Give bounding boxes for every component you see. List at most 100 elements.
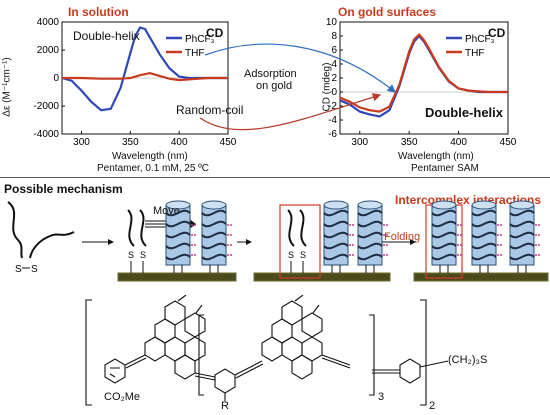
helix-coil	[471, 253, 497, 261]
helix-coil	[471, 220, 497, 228]
left-caption: Pentamer, 0.1 mM, 25 ºC	[97, 163, 210, 174]
helix-coil	[165, 242, 191, 250]
helix-coil	[165, 253, 191, 261]
right-ytick-label: -2	[328, 101, 337, 112]
helix-coil	[201, 209, 227, 217]
helix-coil	[431, 220, 457, 228]
cylinder-top	[471, 200, 497, 210]
cylinder-top	[357, 200, 383, 210]
cylinder-top	[431, 200, 457, 210]
right-xlabel: Wavelength (nm)	[398, 151, 474, 162]
left-legend-label: THF	[185, 48, 204, 59]
right-ytick-label: 8	[331, 31, 337, 42]
svg-text:S: S	[31, 264, 38, 275]
left-xtick-label: 350	[122, 137, 139, 148]
right-ytick-label: -4	[328, 115, 337, 126]
helix-coil	[509, 231, 535, 239]
left-annot-bottom: Random-coil	[176, 103, 244, 117]
right-ytick-label: 2	[331, 73, 337, 84]
helix-coil	[509, 253, 535, 261]
helix-coil	[431, 242, 457, 250]
helix-coil	[431, 253, 457, 261]
right-xtick-label: 300	[351, 137, 368, 148]
helix-coil	[201, 231, 227, 239]
r-label: R	[221, 400, 229, 412]
left-ytick-label: -4000	[33, 129, 59, 140]
helix-coil	[509, 220, 535, 228]
left-ytick-label: -2000	[33, 101, 59, 112]
right-chart: 300 350 400 450 -6 -4 -2 0 2 4 6 8 10 PhCF₃ THF	[326, 17, 517, 148]
helix-cylinder	[509, 200, 540, 273]
svg-text:S: S	[288, 250, 294, 260]
svg-text:S: S	[300, 250, 306, 260]
helix-coil	[323, 231, 349, 239]
helix-coil	[201, 220, 227, 228]
left-chart-title: In solution	[68, 5, 129, 19]
free-disulfide	[7, 201, 75, 259]
svg-text:S: S	[140, 250, 146, 260]
adsorption-label-2: on gold	[256, 80, 293, 92]
pentamer-structure	[85, 295, 449, 406]
helix-coil	[509, 242, 535, 250]
helix-coil	[323, 220, 349, 228]
helix-coil	[471, 209, 497, 217]
helix-coil	[471, 231, 497, 239]
repeat-subscript-3: 3	[378, 391, 385, 403]
left-chart: 300 350 400 450 -4000 -2000 0 2000 4000 PhCF₃ THF	[33, 17, 237, 148]
right-xtick-label: 350	[401, 137, 418, 148]
left-series-line-1	[62, 71, 228, 82]
cylinder-top	[323, 200, 349, 210]
helix-cylinder	[471, 200, 502, 273]
helix-coil	[357, 231, 383, 239]
right-chart-title: On gold surfaces	[338, 5, 437, 19]
right-annot: Double-helix	[425, 105, 504, 120]
adsorption-label: Adsorption	[244, 68, 297, 80]
right-legend-label: PhCF₃	[465, 34, 495, 45]
right-ytick-label: 0	[331, 87, 337, 98]
repeat-subscript-2: 2	[429, 400, 436, 412]
helix-coil	[357, 220, 383, 228]
helix-cylinder	[165, 200, 196, 273]
left-ytick-label: 4000	[37, 17, 60, 28]
right-caption: Pentamer SAM	[411, 163, 479, 174]
right-cd-label: CD	[488, 26, 506, 40]
mechanism-scheme: S S S S S S	[7, 200, 549, 282]
svg-text:S: S	[128, 250, 134, 260]
left-xtick-label: 400	[171, 137, 188, 148]
left-xtick-label: 450	[220, 137, 237, 148]
helix-coil	[471, 242, 497, 250]
helix-cylinder	[201, 200, 232, 273]
right-ytick-label: 4	[331, 59, 337, 70]
folding-label: Folding	[384, 231, 421, 243]
helix-coil	[357, 253, 383, 261]
helix-cylinder	[357, 200, 388, 273]
left-xlabel: Wavelength (nm)	[112, 151, 188, 162]
cylinder-top	[201, 200, 227, 210]
adsorption-arrows	[199, 43, 396, 131]
divider	[0, 177, 550, 178]
left-annot-top: Double-helix	[73, 29, 140, 43]
left-xtick-label: 300	[73, 137, 90, 148]
cylinder-top	[165, 200, 191, 210]
svg-text:S: S	[15, 264, 22, 275]
right-legend-label: THF	[465, 48, 484, 59]
helix-coil	[201, 253, 227, 261]
helix-coil	[431, 209, 457, 217]
left-ytick-label: 0	[53, 73, 59, 84]
helix-cylinder	[431, 200, 462, 273]
helix-coil	[165, 220, 191, 228]
right-xtick-label: 400	[450, 137, 467, 148]
helix-coil	[165, 209, 191, 217]
helix-cylinder	[323, 200, 354, 273]
helix-coil	[357, 209, 383, 217]
adsorption-arrow-red	[199, 93, 382, 131]
helix-coil	[323, 242, 349, 250]
chain-label: (CH₂)₃S	[448, 354, 488, 366]
move-label: Move	[153, 205, 180, 217]
left-ytick-label: 2000	[37, 45, 60, 56]
helix-coil	[323, 253, 349, 261]
cylinder-top	[509, 200, 535, 210]
adsorption-arrow-blue	[204, 43, 396, 93]
helix-coil	[201, 242, 227, 250]
right-ytick-label: 6	[331, 45, 337, 56]
